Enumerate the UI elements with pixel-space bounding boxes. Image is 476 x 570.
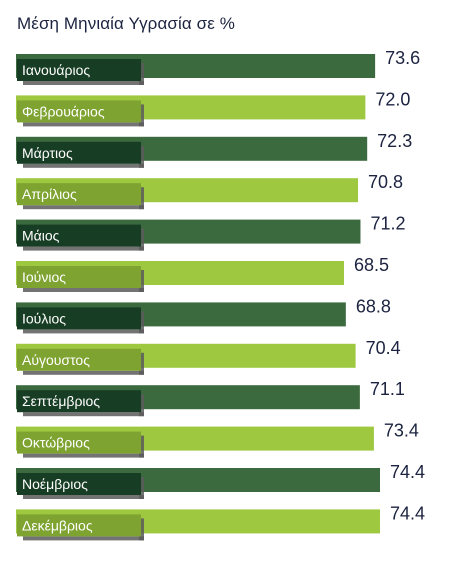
category-label-shadow bbox=[23, 329, 144, 334]
category-label: Φεβρουάριος bbox=[22, 103, 105, 119]
value-label: 70.4 bbox=[366, 338, 401, 358]
category-label-shadow bbox=[23, 536, 144, 541]
value-label: 72.3 bbox=[377, 131, 412, 151]
category-label-shadow bbox=[23, 81, 144, 85]
category-label-shadow bbox=[23, 205, 144, 210]
value-label: 68.5 bbox=[354, 255, 389, 275]
category-label: Ιούλιος bbox=[22, 310, 66, 326]
category-label: Σεπτέμβριος bbox=[22, 393, 100, 409]
bar-row: Απρίλιος 70.8 bbox=[16, 172, 403, 210]
bar-row: Ιούλιος 68.8 bbox=[16, 296, 391, 334]
category-label-shadow bbox=[23, 246, 144, 251]
category-label: Ιανουάριος bbox=[22, 62, 90, 78]
category-label: Νοέμβριος bbox=[22, 476, 88, 492]
category-label: Απρίλιος bbox=[22, 186, 77, 202]
category-label: Οκτώβριος bbox=[22, 435, 90, 451]
value-label: 73.6 bbox=[385, 48, 420, 68]
category-label: Μάιος bbox=[22, 228, 60, 244]
bar-row: Μάιος 71.2 bbox=[16, 214, 406, 251]
category-label: Αύγουστος bbox=[22, 352, 90, 368]
category-label-box bbox=[17, 266, 141, 288]
bars-layer: Ιανουάριος 73.6 Φεβρουάριος 72.0 Μάρτιος 72.3… bbox=[16, 48, 425, 541]
category-label-box bbox=[17, 307, 141, 330]
value-label: 73.4 bbox=[384, 421, 419, 441]
category-label-box bbox=[17, 224, 141, 247]
bar-row: Οκτώβριος 73.4 bbox=[16, 421, 419, 458]
bar-row: Αύγουστος 70.4 bbox=[16, 338, 401, 375]
category-label-shadow bbox=[23, 288, 144, 292]
category-label-box bbox=[17, 431, 141, 454]
category-label-shadow bbox=[23, 495, 144, 499]
bar-row: Δεκέμβριος 74.4 bbox=[16, 503, 425, 541]
category-label-box bbox=[17, 183, 141, 206]
chart-title: Μέση Μηνιαία Υγρασία σε % bbox=[17, 14, 235, 33]
bar-row: Μάρτιος 72.3 bbox=[16, 131, 412, 168]
category-label-shadow bbox=[23, 370, 144, 375]
category-label-shadow bbox=[23, 163, 144, 168]
category-label: Ιούνιος bbox=[22, 269, 66, 285]
value-label: 68.8 bbox=[356, 296, 391, 316]
value-label: 74.4 bbox=[390, 462, 425, 482]
category-label-box bbox=[17, 514, 141, 537]
value-label: 71.1 bbox=[370, 379, 405, 399]
bar-row: Φεβρουάριος 72.0 bbox=[16, 89, 410, 127]
category-label-box bbox=[17, 59, 141, 81]
bar-row: Ιούνιος 68.5 bbox=[16, 255, 389, 292]
category-label-box bbox=[17, 100, 141, 123]
category-label-box bbox=[17, 348, 141, 371]
bar-row: Σεπτέμβριος 71.1 bbox=[16, 379, 405, 417]
bar-row: Νοέμβριος 74.4 bbox=[16, 462, 425, 499]
category-label-shadow bbox=[23, 453, 144, 458]
category-label-shadow bbox=[23, 122, 144, 127]
value-label: 74.4 bbox=[390, 503, 425, 523]
category-label-box bbox=[17, 473, 141, 495]
category-label: Δεκέμβριος bbox=[22, 517, 93, 533]
category-label-box bbox=[17, 390, 141, 413]
value-label: 71.2 bbox=[370, 214, 405, 234]
category-label-box bbox=[17, 141, 141, 164]
value-label: 72.0 bbox=[375, 89, 410, 109]
category-label-shadow bbox=[23, 412, 144, 417]
value-label: 70.8 bbox=[368, 172, 403, 192]
category-label: Μάρτιος bbox=[22, 145, 73, 161]
bar-row: Ιανουάριος 73.6 bbox=[16, 48, 420, 85]
